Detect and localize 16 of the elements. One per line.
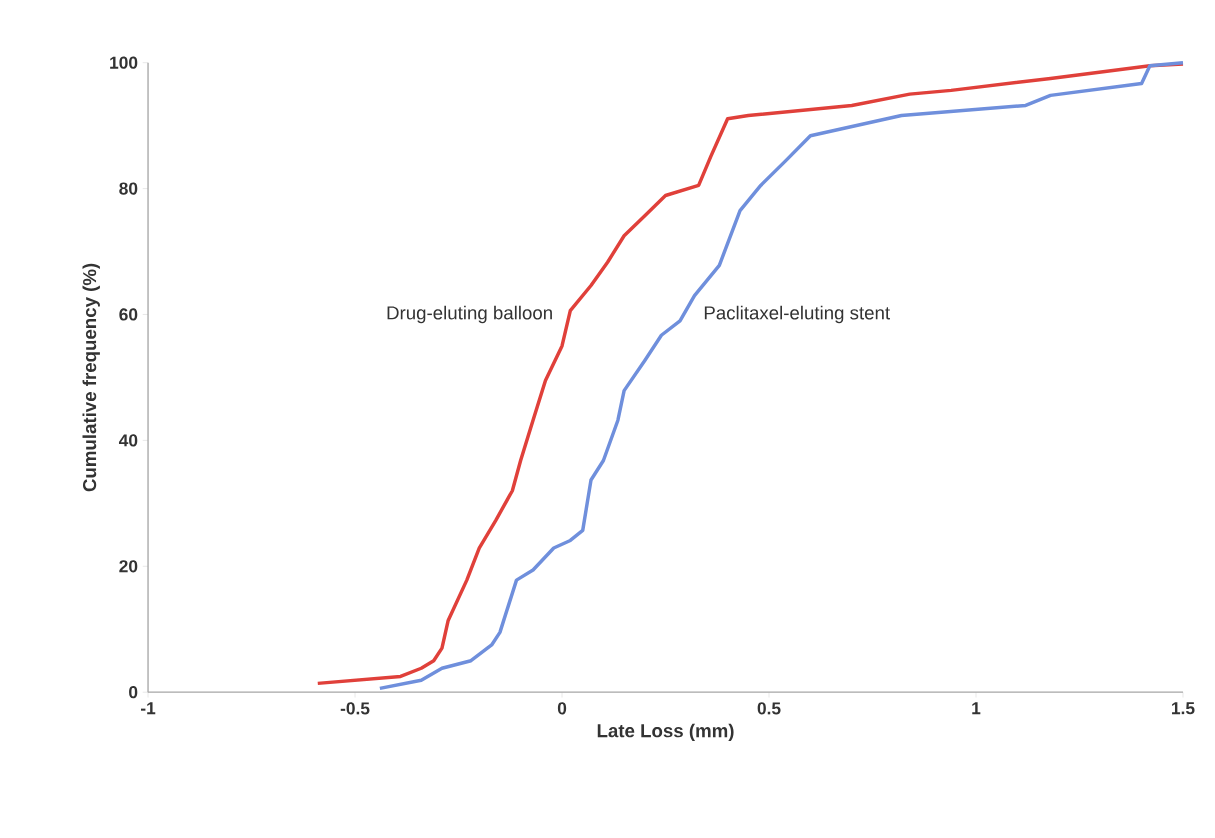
x-axis-title: Late Loss (mm) [597,723,734,742]
y-tick-label: 80 [119,182,138,195]
x-tick-label: 1.5 [1172,702,1195,715]
x-tick-label: -0.5 [340,702,370,715]
y-tick-label: 40 [118,434,138,447]
x-tick-label: 1 [972,702,981,715]
x-tick-label: -1 [141,702,156,715]
y-tick-label: 0 [129,686,138,699]
y-axis-title: Cumulative frequency (%) [82,263,100,492]
y-tick-label: 60 [119,308,138,321]
x-tick-label: 0 [557,702,567,715]
series-label: Drug-eluting balloon [387,305,552,324]
series-label: Paclitaxel-eluting stent [704,305,890,324]
x-tick-label: 0.5 [757,702,781,715]
y-tick-label: 100 [110,56,138,70]
y-tick-label: 20 [119,560,138,573]
